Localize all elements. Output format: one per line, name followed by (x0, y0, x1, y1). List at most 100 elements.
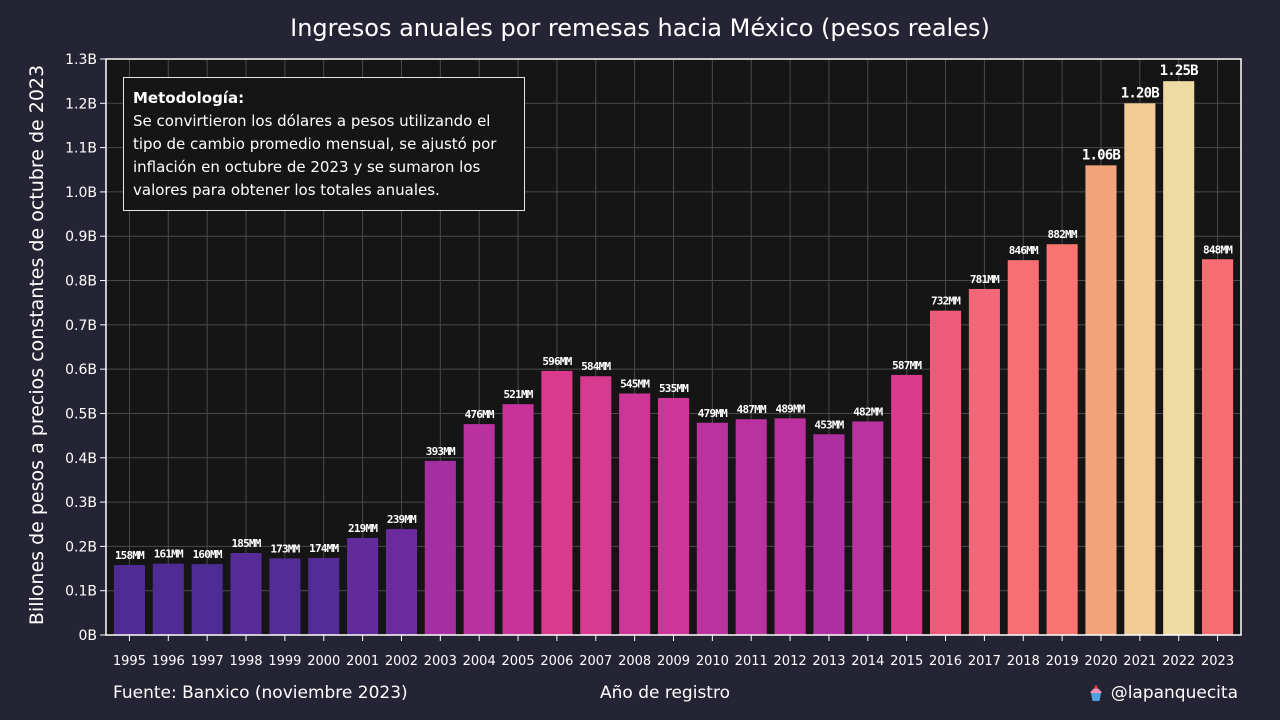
bar-2011 (735, 419, 767, 635)
bar-2004 (463, 424, 495, 635)
x-tick-label: 2022 (1162, 654, 1195, 669)
data-label-2001: 219MM (348, 522, 378, 535)
bar-2009 (657, 397, 690, 635)
data-label-2015: 587MM (892, 359, 922, 372)
bar-1997 (191, 564, 223, 635)
x-tick-label: 2003 (424, 654, 457, 669)
data-label-1995: 158MM (115, 549, 145, 562)
bar-2014 (852, 421, 884, 635)
x-tick-label: 1997 (191, 654, 224, 669)
bar-2000 (308, 557, 340, 635)
data-label-2007: 584MM (581, 360, 611, 373)
data-label-2016: 732MM (931, 295, 961, 308)
methodology-box: Metodología: Se convirtieron los dólares… (123, 77, 525, 211)
data-label-2012: 489MM (776, 402, 806, 415)
data-label-1997: 160MM (193, 548, 223, 561)
data-label-2013: 453MM (814, 418, 844, 431)
bar-2022 (1163, 81, 1195, 635)
x-tick-label: 2010 (696, 654, 729, 669)
data-labels: 158MM 161MM 160MM 185MM 173MM 174MM 219MM 239MM… (115, 63, 1234, 562)
x-tick-label: 2018 (1007, 654, 1040, 669)
x-tick-label: 2013 (812, 654, 845, 669)
bar-2020 (1085, 165, 1117, 636)
data-label-2023: 848MM (1203, 243, 1233, 256)
y-tick-label: 0.9B (65, 229, 97, 245)
data-label-2010: 479MM (698, 407, 728, 420)
y-tick-label: 1.0B (65, 185, 97, 201)
bar-1998 (230, 553, 262, 635)
x-axis-ticks: 1995 1996 1997 1998 1999 2000 2001 2002 2003 2004… (113, 635, 1234, 669)
bar-2012 (774, 418, 806, 635)
y-tick-label: 0.8B (65, 274, 97, 290)
y-tick-label: 0.1B (65, 584, 97, 600)
bar-2002 (385, 529, 418, 635)
data-label-1998: 185MM (231, 537, 261, 550)
data-label-2018: 846MM (1009, 244, 1039, 257)
data-label-1996: 161MM (154, 548, 184, 561)
x-tick-label: 2002 (385, 654, 418, 669)
methodology-title: Metodología: (133, 89, 245, 107)
bar-2003 (424, 460, 456, 635)
data-label-2009: 535MM (659, 382, 689, 395)
data-label-2021: 1.20B (1121, 85, 1160, 101)
x-tick-label: 2023 (1201, 654, 1234, 669)
data-label-2006: 596MM (542, 355, 572, 368)
y-tick-label: 0.6B (65, 362, 97, 378)
bar-2018 (1007, 260, 1039, 635)
x-tick-label: 2017 (968, 654, 1001, 669)
bar-1999 (269, 558, 301, 635)
bar-2013 (813, 434, 845, 635)
plot-frame (105, 58, 1242, 636)
data-label-2002: 239MM (387, 513, 417, 526)
bar-2005 (502, 404, 534, 635)
x-tick-label: 1999 (268, 654, 301, 669)
author-handle: @lapanquecita (1110, 683, 1238, 703)
data-label-1999: 173MM (270, 542, 300, 555)
bar-2001 (347, 537, 379, 635)
author-credit: @lapanquecita (1087, 683, 1238, 703)
x-tick-label: 1995 (113, 654, 146, 669)
bars (113, 81, 1234, 636)
bar-2019 (1046, 244, 1078, 635)
source-note: Fuente: Banxico (noviembre 2023) (113, 683, 408, 703)
data-label-2000: 174MM (309, 542, 339, 555)
bar-2016 (929, 310, 962, 635)
data-label-2011: 487MM (737, 403, 767, 416)
x-tick-label: 2015 (890, 654, 923, 669)
bar-2008 (619, 393, 651, 635)
data-label-2005: 521MM (503, 388, 533, 401)
x-tick-label: 2005 (502, 654, 535, 669)
data-label-2022: 1.25B (1160, 63, 1199, 79)
x-tick-label: 2012 (774, 654, 807, 669)
x-tick-label: 2011 (735, 654, 768, 669)
y-axis-label: Billones de pesos a precios constantes d… (26, 64, 48, 626)
data-label-2019: 882MM (1048, 228, 1078, 241)
x-tick-label: 2006 (540, 654, 573, 669)
cupcake-icon (1089, 685, 1102, 701)
x-tick-label: 2020 (1084, 654, 1117, 669)
x-tick-label: 2007 (579, 654, 612, 669)
data-label-2017: 781MM (970, 273, 1000, 286)
y-tick-label: 0.7B (65, 318, 97, 334)
y-tick-label: 0.5B (65, 406, 97, 422)
methodology-text: Se convirtieron los dólares a pesos util… (133, 112, 497, 199)
x-tick-label: 2021 (1123, 654, 1156, 669)
x-tick-label: 2019 (1046, 654, 1079, 669)
bar-1995 (113, 564, 145, 635)
bar-2017 (968, 288, 1000, 635)
bar-2023 (1202, 259, 1234, 635)
y-tick-label: 1.1B (65, 141, 97, 157)
y-tick-label: 0.4B (65, 451, 97, 467)
x-tick-label: 2016 (929, 654, 962, 669)
x-tick-label: 1998 (229, 654, 262, 669)
bar-2006 (541, 370, 573, 635)
x-tick-label: 2000 (307, 654, 340, 669)
data-label-2003: 393MM (426, 445, 456, 458)
y-tick-label: 1.3B (65, 52, 97, 68)
bar-2010 (696, 422, 728, 635)
y-tick-label: 0B (78, 628, 97, 644)
bar-2015 (891, 374, 923, 635)
data-label-2004: 476MM (465, 408, 495, 421)
data-label-2020: 1.06B (1082, 147, 1121, 163)
